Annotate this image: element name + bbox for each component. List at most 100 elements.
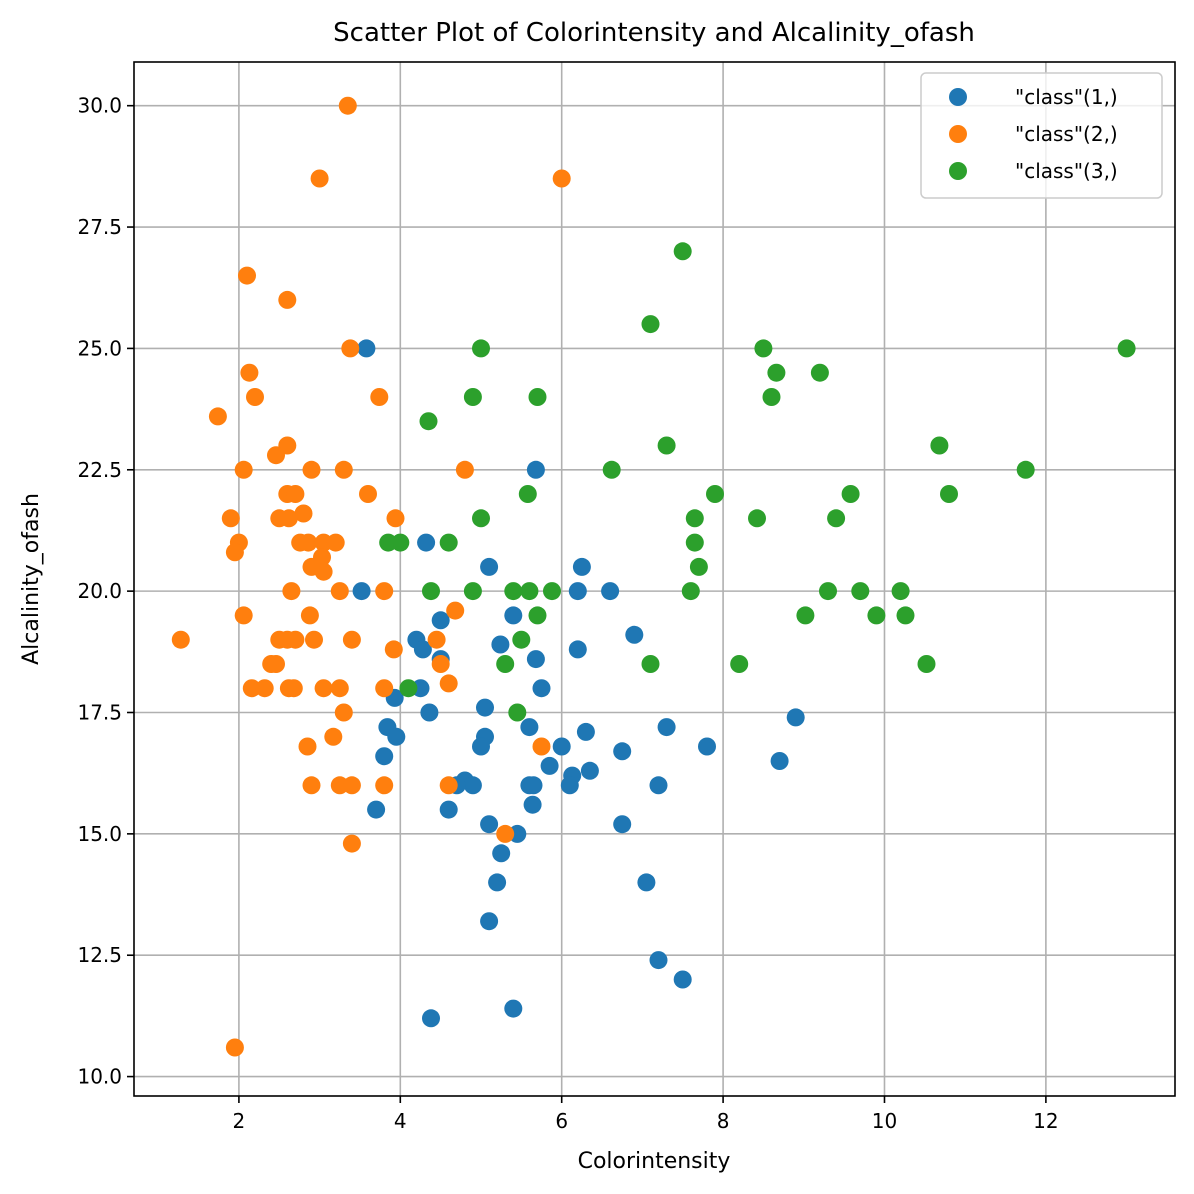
data-point	[930, 436, 949, 455]
x-tick-label: 12	[1033, 1109, 1058, 1133]
data-point	[810, 363, 829, 382]
data-point	[940, 485, 958, 503]
data-point	[278, 290, 297, 309]
data-point	[480, 815, 499, 834]
x-tick-label: 8	[717, 1109, 730, 1133]
data-point	[491, 635, 510, 654]
data-point	[298, 737, 317, 756]
data-point	[324, 727, 343, 746]
data-point	[439, 800, 458, 819]
data-point	[867, 606, 886, 625]
data-point	[267, 655, 285, 673]
data-point	[367, 800, 386, 819]
data-point	[314, 679, 333, 698]
data-point	[796, 606, 815, 625]
data-point	[504, 999, 523, 1018]
data-point	[568, 582, 587, 601]
y-tick-label: 30.0	[77, 94, 122, 118]
data-point	[391, 533, 410, 552]
data-point	[472, 737, 490, 756]
data-point	[1016, 460, 1035, 479]
legend-marker-series-3	[949, 162, 967, 180]
data-point	[234, 606, 253, 625]
data-point	[279, 509, 298, 528]
data-point	[613, 815, 632, 834]
data-point	[526, 650, 545, 669]
data-point	[625, 625, 644, 644]
data-point	[334, 460, 353, 479]
data-point	[171, 630, 190, 649]
data-point	[330, 679, 349, 698]
data-point	[225, 543, 244, 562]
data-point	[208, 407, 227, 426]
grid	[134, 62, 1175, 1096]
data-point	[673, 970, 692, 989]
data-point	[234, 460, 253, 479]
data-point	[341, 339, 360, 358]
data-point	[770, 752, 789, 770]
data-point	[359, 485, 377, 503]
data-point	[560, 776, 579, 795]
data-point	[520, 582, 539, 601]
data-point	[420, 703, 439, 722]
data-point	[649, 951, 668, 970]
data-point	[370, 388, 389, 406]
data-point	[827, 509, 846, 528]
legend-marker-series-2	[949, 125, 967, 143]
data-point	[572, 557, 591, 576]
legend-label-series-2: "class"(2,)	[1015, 122, 1118, 146]
data-point	[762, 388, 781, 406]
data-point	[463, 582, 482, 601]
data-point	[841, 485, 860, 503]
data-point	[476, 698, 494, 717]
data-point	[706, 485, 724, 503]
data-point	[504, 606, 523, 625]
data-point	[221, 509, 240, 528]
data-point	[439, 533, 458, 552]
data-point	[422, 1009, 440, 1028]
data-point	[532, 737, 551, 756]
data-point	[463, 776, 482, 795]
data-point	[641, 315, 660, 334]
data-point	[767, 363, 786, 382]
data-point	[305, 630, 323, 649]
data-point	[282, 582, 301, 601]
data-point	[384, 640, 403, 659]
data-point	[528, 388, 547, 406]
legend-label-series-1: "class"(1,)	[1015, 85, 1118, 109]
x-tick-label: 6	[555, 1109, 568, 1133]
data-point	[641, 655, 660, 673]
data-point	[299, 533, 318, 552]
data-point	[552, 737, 571, 756]
data-point	[284, 679, 303, 698]
data-point	[520, 718, 539, 737]
y-tick-label: 22.5	[77, 458, 122, 482]
data-point	[238, 266, 256, 285]
data-point	[455, 460, 474, 479]
data-point	[508, 703, 527, 722]
y-tick-label: 25.0	[77, 336, 122, 360]
data-point	[480, 557, 499, 576]
y-tick-label: 17.5	[77, 700, 122, 724]
legend-box	[920, 72, 1163, 199]
series-2-points	[171, 96, 571, 1057]
data-point	[613, 742, 632, 761]
data-point	[488, 873, 507, 892]
axis-ticks: 2 4 6 8 10 12 10.0 12.5 15.0 17.5 20.0 22.5 25.0 27.5…	[77, 94, 1058, 1133]
data-point	[240, 363, 259, 382]
data-point	[492, 844, 511, 863]
data-point	[242, 679, 261, 698]
data-point	[602, 460, 621, 479]
y-tick-label: 15.0	[77, 822, 122, 846]
data-point	[673, 242, 692, 261]
data-point	[689, 557, 708, 576]
data-point	[472, 509, 490, 528]
data-point	[375, 679, 394, 698]
data-point	[681, 582, 700, 601]
data-points	[171, 96, 1136, 1057]
data-point	[730, 655, 749, 673]
data-point	[524, 776, 543, 795]
data-point	[543, 582, 561, 601]
data-point	[342, 630, 361, 649]
x-tick-label: 4	[394, 1109, 407, 1133]
